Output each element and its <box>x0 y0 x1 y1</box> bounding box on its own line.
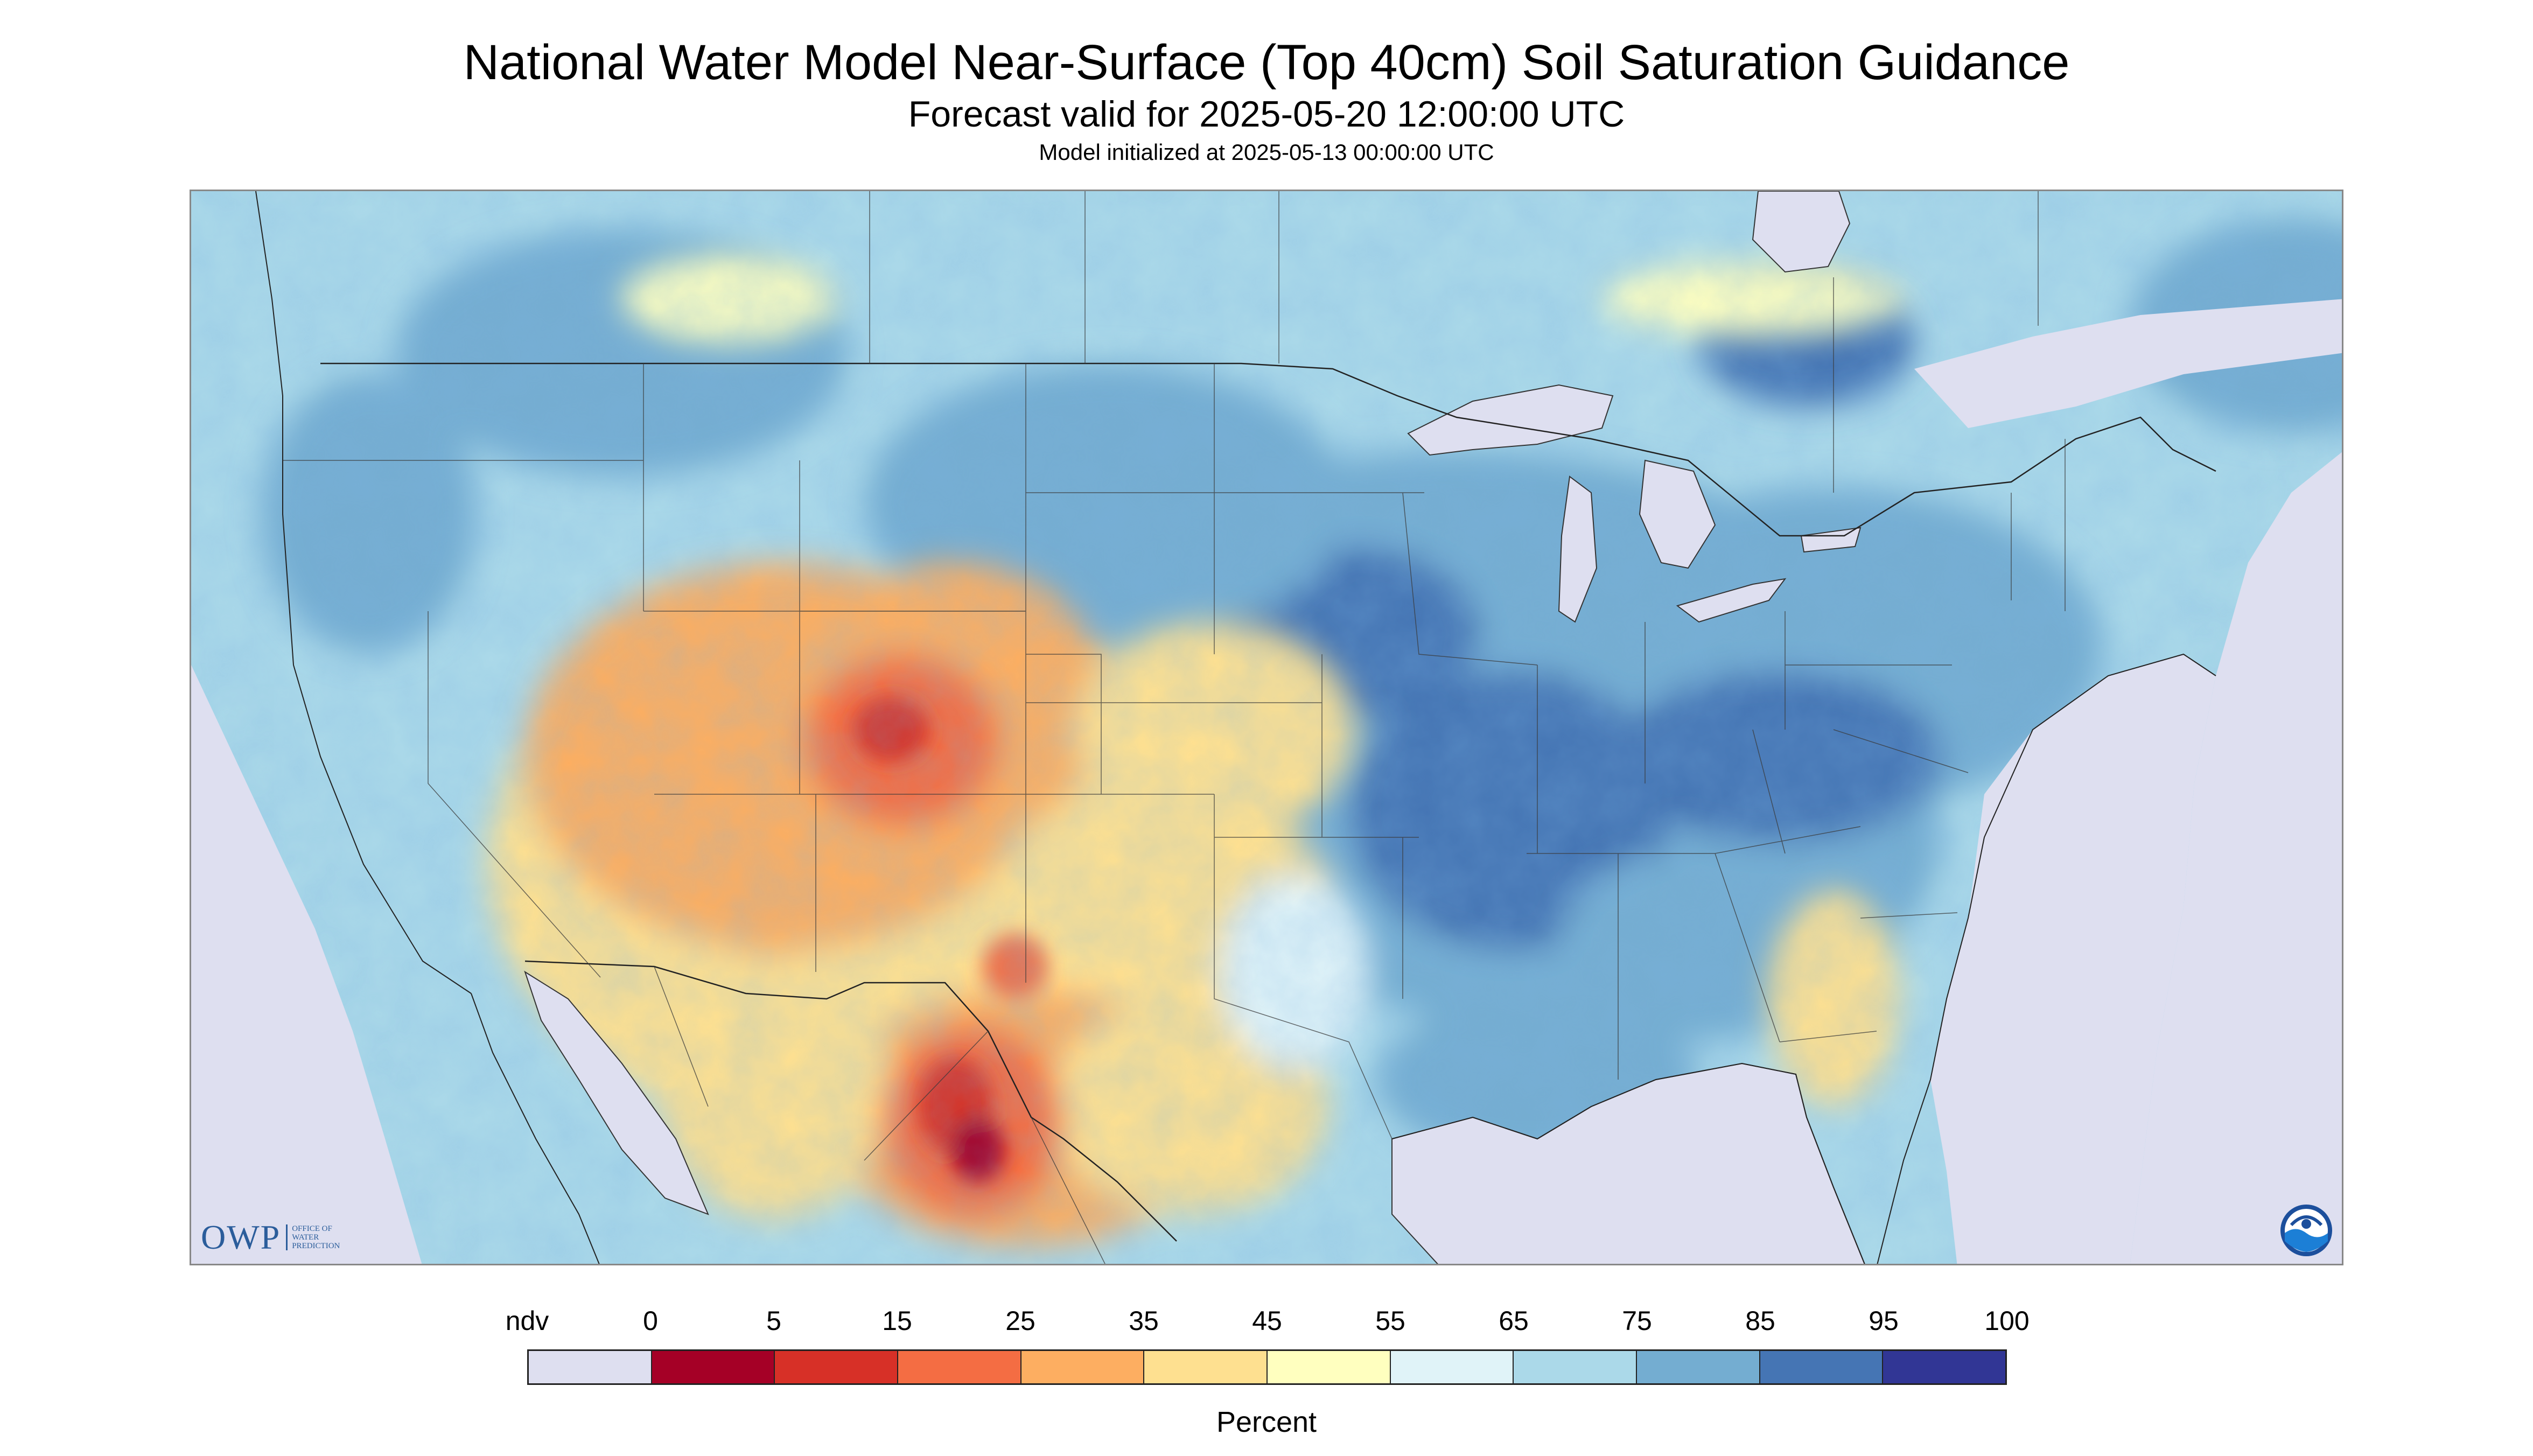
legend-label: 15 <box>882 1306 912 1336</box>
owp-logo-text: OFFICE OF WATER PREDICTION <box>286 1224 340 1250</box>
legend-label: 75 <box>1622 1306 1652 1336</box>
color-legend: ndv 0 5 15 25 35 45 55 65 75 85 95 100 <box>506 1305 2030 1385</box>
soil-saturation-map[interactable]: OWP OFFICE OF WATER PREDICTION <box>190 190 2343 1265</box>
legend-unit-label: Percent <box>1216 1406 1317 1438</box>
water-bodies <box>191 191 2342 1264</box>
legend-label: 95 <box>1869 1306 1899 1336</box>
legend-label: 55 <box>1375 1306 1405 1336</box>
legend-label: 0 <box>643 1306 658 1336</box>
country-borders <box>320 362 2216 1242</box>
legend-label: 45 <box>1252 1306 1282 1336</box>
noaa-logo-icon <box>2280 1205 2332 1256</box>
map-canvas <box>191 191 2342 1264</box>
legend-swatch <box>1637 1351 1760 1383</box>
legend-swatch <box>529 1351 652 1383</box>
owp-logo: OWP OFFICE OF WATER PREDICTION <box>201 1217 340 1257</box>
legend-swatch <box>1390 1351 1514 1383</box>
map-title: National Water Model Near-Surface (Top 4… <box>463 35 2070 90</box>
legend-swatch <box>652 1351 775 1383</box>
legend-swatch <box>1021 1351 1145 1383</box>
legend-label: 5 <box>766 1306 781 1336</box>
legend-label: ndv <box>505 1306 549 1336</box>
legend-swatch <box>898 1351 1021 1383</box>
legend-swatch <box>1144 1351 1268 1383</box>
legend-label: 35 <box>1129 1306 1159 1336</box>
legend-swatch <box>1268 1351 1391 1383</box>
legend-swatch <box>1883 1351 2006 1383</box>
legend-swatch <box>1760 1351 1884 1383</box>
legend-labels: ndv 0 5 15 25 35 45 55 65 75 85 95 100 <box>506 1305 2030 1338</box>
legend-colorbar <box>527 1349 2007 1385</box>
legend-swatch <box>775 1351 899 1383</box>
legend-label: 100 <box>1984 1306 2030 1336</box>
legend-swatch <box>1514 1351 1638 1383</box>
forecast-valid-time: Forecast valid for 2025-05-20 12:00:00 U… <box>908 94 1625 135</box>
owp-logo-mark: OWP <box>201 1218 281 1256</box>
coastlines <box>255 191 2216 1264</box>
legend-label: 85 <box>1745 1306 1775 1336</box>
state-borders <box>283 191 2066 1264</box>
legend-label: 65 <box>1499 1306 1529 1336</box>
legend-label: 25 <box>1005 1306 1035 1336</box>
model-init-time: Model initialized at 2025-05-13 00:00:00… <box>1039 139 1494 165</box>
